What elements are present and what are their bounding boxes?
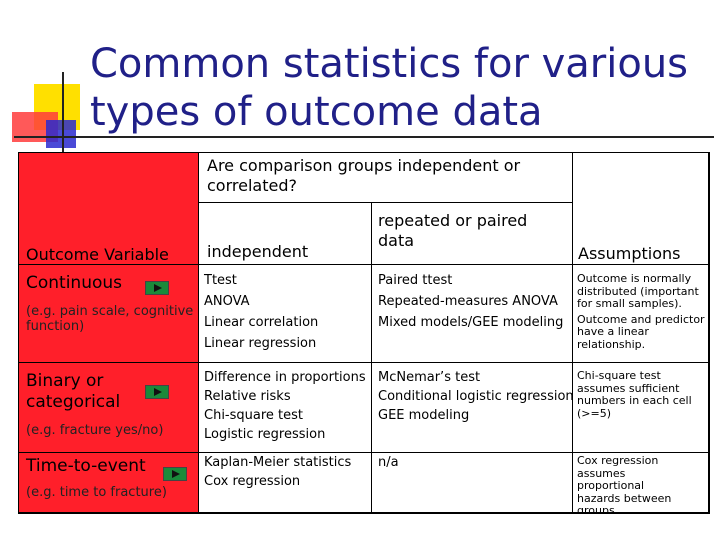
- group-header-cell: Are comparison groups independent or cor…: [199, 153, 573, 203]
- test-item: GEE modeling: [378, 408, 470, 423]
- test-item: Mixed models/GEE modeling: [378, 315, 564, 330]
- correlated-tests: McNemar’s test Conditional logistic regr…: [378, 370, 573, 423]
- slide-title: Common statistics for various types of o…: [90, 40, 710, 136]
- slide-title-line-2: types of outcome data: [90, 89, 543, 135]
- outcome-example: (e.g. pain scale, cognitive function): [26, 304, 194, 334]
- test-item: Ttest: [204, 273, 237, 288]
- test-item: ANOVA: [204, 294, 250, 309]
- assumptions-header-cell: Assumptions: [573, 153, 709, 265]
- correlated-header-cell: repeated or paired data: [372, 203, 573, 265]
- independent-cell-time: Kaplan-Meier statistics Cox regression: [199, 453, 372, 513]
- test-item: Relative risks: [204, 389, 291, 404]
- outcome-label: Time-to-event: [26, 456, 146, 476]
- group-header: Are comparison groups independent or cor…: [207, 156, 521, 195]
- correlated-tests: Paired ttest Repeated-measures ANOVA Mix…: [378, 273, 563, 330]
- correlated-cell-binary: McNemar’s test Conditional logistic regr…: [372, 363, 573, 453]
- assumptions-header: Assumptions: [578, 244, 681, 263]
- test-item: Chi-square test: [204, 408, 304, 423]
- outcome-cell-continuous: Continuous (e.g. pain scale, cognitive f…: [19, 265, 199, 363]
- assumptions-text: Outcome is normally distributed (importa…: [577, 272, 705, 351]
- outcome-example: (e.g. time to fracture): [26, 485, 167, 500]
- assumption-item: Outcome and predictor have a linear rela…: [577, 312, 705, 351]
- test-item: Repeated-measures ANOVA: [378, 294, 558, 309]
- assumption-item: Chi-square test assumes sufficient numbe…: [577, 369, 692, 420]
- independent-tests: Difference in proportions Relative risks…: [204, 370, 366, 442]
- outcome-header: Outcome Variable: [26, 245, 169, 264]
- assumptions-cell-binary: Chi-square test assumes sufficient numbe…: [573, 363, 709, 453]
- independent-header: independent: [207, 242, 309, 261]
- test-item: Conditional logistic regression: [378, 389, 573, 404]
- test-item: Paired ttest: [378, 273, 453, 288]
- test-item: Linear regression: [204, 336, 317, 351]
- independent-cell-binary: Difference in proportions Relative risks…: [199, 363, 372, 453]
- decor-blue-square: [46, 120, 76, 148]
- assumptions-cell-time: Cox regression assumes proportional haza…: [573, 453, 709, 513]
- outcome-header-cell: Outcome Variable: [19, 153, 199, 265]
- test-item: Cox regression: [204, 474, 301, 489]
- play-button-icon[interactable]: [163, 467, 187, 481]
- correlated-cell-continuous: Paired ttest Repeated-measures ANOVA Mix…: [372, 265, 573, 363]
- test-item: Kaplan-Meier statistics: [204, 455, 352, 470]
- correlated-header: repeated or paired data: [378, 211, 528, 250]
- slide-title-line-1: Common statistics for various: [90, 41, 689, 87]
- outcome-label: Binary or categorical: [26, 371, 121, 412]
- assumption-item: Cox regression assumes proportional haza…: [577, 454, 672, 513]
- decor-horizontal-line: [14, 136, 714, 138]
- independent-cell-continuous: Ttest ANOVA Linear correlation Linear re…: [199, 265, 372, 363]
- test-item: Difference in proportions: [204, 370, 366, 385]
- independent-tests: Ttest ANOVA Linear correlation Linear re…: [204, 273, 318, 351]
- test-item: McNemar’s test: [378, 370, 481, 385]
- independent-tests: Kaplan-Meier statistics Cox regression: [204, 455, 351, 489]
- test-item: Logistic regression: [204, 427, 326, 442]
- independent-header-cell: independent: [199, 203, 372, 265]
- play-button-icon[interactable]: [145, 281, 169, 295]
- statistics-table: Outcome Variable Continuous (e.g. pain s…: [18, 152, 710, 514]
- outcome-cell-time: Time-to-event (e.g. time to fracture): [19, 453, 199, 513]
- decor-vertical-line: [62, 72, 64, 152]
- test-item: Linear correlation: [204, 315, 319, 330]
- test-item: n/a: [378, 455, 399, 470]
- outcome-cell-binary: Binary or categorical (e.g. fracture yes…: [19, 363, 199, 453]
- assumptions-cell-continuous: Outcome is normally distributed (importa…: [573, 265, 709, 363]
- play-button-icon[interactable]: [145, 385, 169, 399]
- assumption-item: Outcome is normally distributed (importa…: [577, 272, 699, 310]
- outcome-label: Continuous: [26, 273, 123, 293]
- outcome-example: (e.g. fracture yes/no): [26, 423, 164, 438]
- correlated-cell-time: n/a: [372, 453, 573, 513]
